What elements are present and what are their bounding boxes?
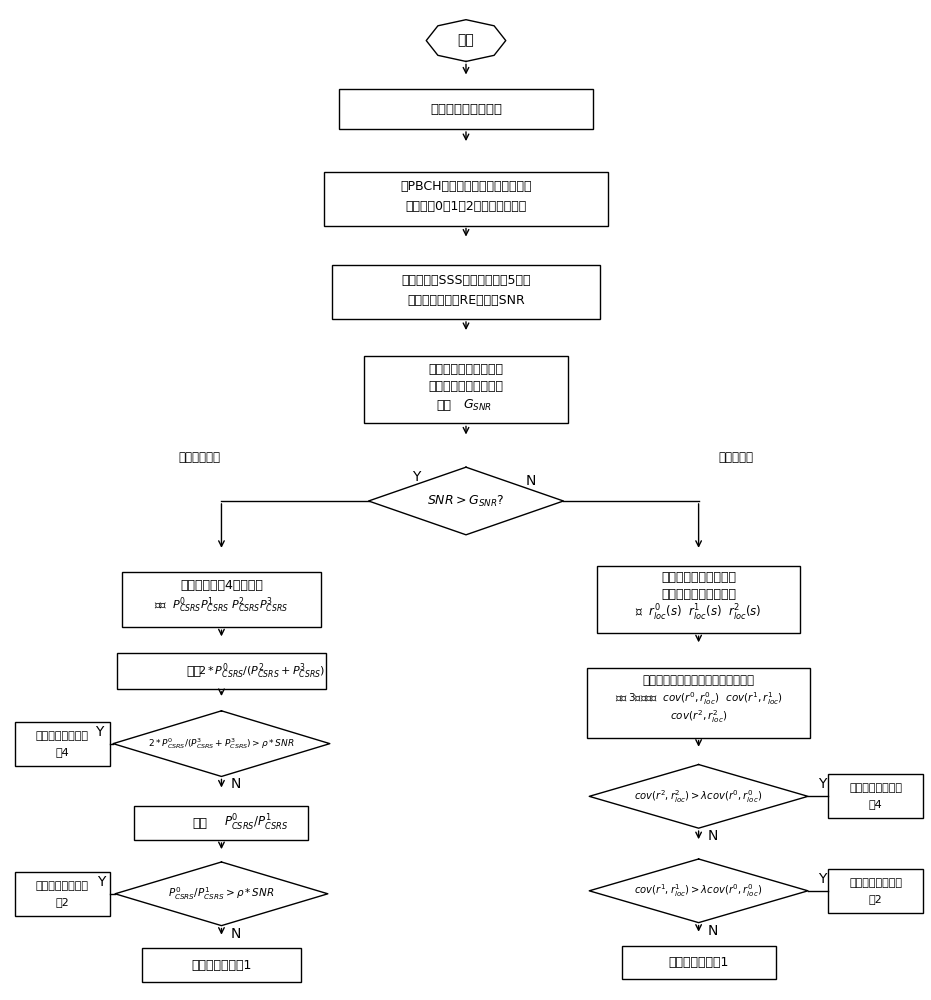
Text: N: N <box>230 927 240 941</box>
Text: Y: Y <box>97 875 105 889</box>
Text: 为2: 为2 <box>56 897 69 907</box>
FancyBboxPatch shape <box>117 653 326 689</box>
Text: 检测出天线端口数: 检测出天线端口数 <box>36 731 89 741</box>
Text: Y: Y <box>95 725 103 739</box>
Text: N: N <box>230 777 240 791</box>
Text: 为4: 为4 <box>869 799 883 809</box>
Text: $P^0_{CSRS}/P^1_{CSRS} > \rho*SNR$: $P^0_{CSRS}/P^1_{CSRS} > \rho*SNR$ <box>169 885 275 902</box>
Text: 计算: 计算 <box>186 665 201 678</box>
FancyBboxPatch shape <box>142 948 301 982</box>
Polygon shape <box>589 765 808 828</box>
FancyBboxPatch shape <box>331 265 600 319</box>
Text: 本地生成相应资源映射: 本地生成相应资源映射 <box>661 571 736 584</box>
Text: $SNR>G_{SNR}$?: $SNR>G_{SNR}$? <box>427 493 505 509</box>
Text: 计算提取到的4个序列的: 计算提取到的4个序列的 <box>180 579 263 592</box>
Text: N: N <box>708 924 718 938</box>
FancyBboxPatch shape <box>597 566 801 633</box>
Text: N: N <box>708 829 718 843</box>
Text: 为4: 为4 <box>56 747 69 757</box>
Text: 天线端口0、1、2的小区参考信号: 天线端口0、1、2的小区参考信号 <box>405 200 527 213</box>
Text: Y: Y <box>817 872 826 886</box>
Text: $G_{SNR}$: $G_{SNR}$ <box>464 398 492 413</box>
FancyBboxPatch shape <box>122 572 321 627</box>
Text: $2*P^0_{CSRS}/(P^2_{CSRS}+P^3_{CSRS})$: $2*P^0_{CSRS}/(P^2_{CSRS}+P^3_{CSRS})$ <box>197 661 325 681</box>
Text: 分别对应计算接收序列和本地生成序: 分别对应计算接收序列和本地生成序 <box>642 674 755 687</box>
Polygon shape <box>369 467 563 535</box>
Text: 检测出天线端口数: 检测出天线端口数 <box>849 878 902 888</box>
Text: $P^0_{CSRS}/P^1_{CSRS}$: $P^0_{CSRS}/P^1_{CSRS}$ <box>224 813 289 833</box>
Text: 限值: 限值 <box>437 399 452 412</box>
Polygon shape <box>589 859 808 923</box>
FancyBboxPatch shape <box>364 356 568 423</box>
FancyBboxPatch shape <box>134 806 308 840</box>
Text: $cov(r^1, r^1_{loc}) > \lambda cov(r^0, r^0_{loc})$: $cov(r^1, r^1_{loc}) > \lambda cov(r^0, … <box>634 882 762 899</box>
Text: 检测出天线数为1: 检测出天线数为1 <box>191 959 251 972</box>
FancyBboxPatch shape <box>828 774 924 818</box>
Text: 在PBCH映射的时频域中，分别提取: 在PBCH映射的时频域中，分别提取 <box>400 180 532 193</box>
Polygon shape <box>113 711 330 776</box>
Text: 功率检测方法: 功率检测方法 <box>179 451 221 464</box>
FancyBboxPatch shape <box>828 869 924 913</box>
Text: Y: Y <box>412 470 421 484</box>
Polygon shape <box>426 20 506 61</box>
Text: 利用提取的SSS信号和上下各5个空: 利用提取的SSS信号和上下各5个空 <box>401 274 531 287</box>
Text: 载波，估计一个RE的近似SNR: 载波，估计一个RE的近似SNR <box>407 294 525 307</box>
Polygon shape <box>115 862 328 926</box>
FancyBboxPatch shape <box>587 668 810 738</box>
Text: 检测出天线端口数: 检测出天线端口数 <box>36 881 89 891</box>
Text: N: N <box>525 474 536 488</box>
Text: 为2: 为2 <box>869 894 883 904</box>
Text: 根据仿真统计和实际的: 根据仿真统计和实际的 <box>428 363 504 376</box>
Text: 检测出天线数为1: 检测出天线数为1 <box>668 956 729 969</box>
Text: 列的 3个相关值  $cov(r^0, r^0_{loc})$  $cov(r^1, r^1_{loc})$: 列的 3个相关值 $cov(r^0, r^0_{loc})$ $cov(r^1,… <box>614 690 783 707</box>
Text: 计算: 计算 <box>192 817 207 830</box>
Text: $2*P^0_{CSRS}/(P^3_{CSRS}+P^3_{CSRS})>\rho*SNR$: $2*P^0_{CSRS}/(P^3_{CSRS}+P^3_{CSRS})>\r… <box>148 736 295 751</box>
FancyBboxPatch shape <box>15 722 110 766</box>
FancyBboxPatch shape <box>622 946 776 979</box>
Text: 系统环境，设置一个门: 系统环境，设置一个门 <box>428 380 504 393</box>
Text: 开始: 开始 <box>458 34 475 48</box>
FancyBboxPatch shape <box>339 89 593 129</box>
Text: Y: Y <box>817 777 826 791</box>
Text: 位置的小区参考信号序: 位置的小区参考信号序 <box>661 588 736 601</box>
Text: 列  $r^0_{loc}(s)$  $r^1_{loc}(s)$  $r^2_{loc}(s)$: 列 $r^0_{loc}(s)$ $r^1_{loc}(s)$ $r^2_{lo… <box>635 603 762 623</box>
FancyBboxPatch shape <box>324 172 608 226</box>
Text: 小区搜索和定时同步: 小区搜索和定时同步 <box>430 103 502 116</box>
Text: 功率  $P^0_{CSRS}P^1_{CSRS}$ $P^2_{CSRS}P^3_{CSRS}$: 功率 $P^0_{CSRS}P^1_{CSRS}$ $P^2_{CSRS}P^3… <box>155 596 289 615</box>
Text: 相关检测法: 相关检测法 <box>719 451 754 464</box>
Text: $cov(r^2, r^2_{loc})$: $cov(r^2, r^2_{loc})$ <box>669 708 727 725</box>
Text: 检测出天线端口数: 检测出天线端口数 <box>849 783 902 793</box>
FancyBboxPatch shape <box>15 872 110 916</box>
Text: $cov(r^2, r^2_{loc}) > \lambda cov(r^0, r^0_{loc})$: $cov(r^2, r^2_{loc}) > \lambda cov(r^0, … <box>634 788 762 805</box>
